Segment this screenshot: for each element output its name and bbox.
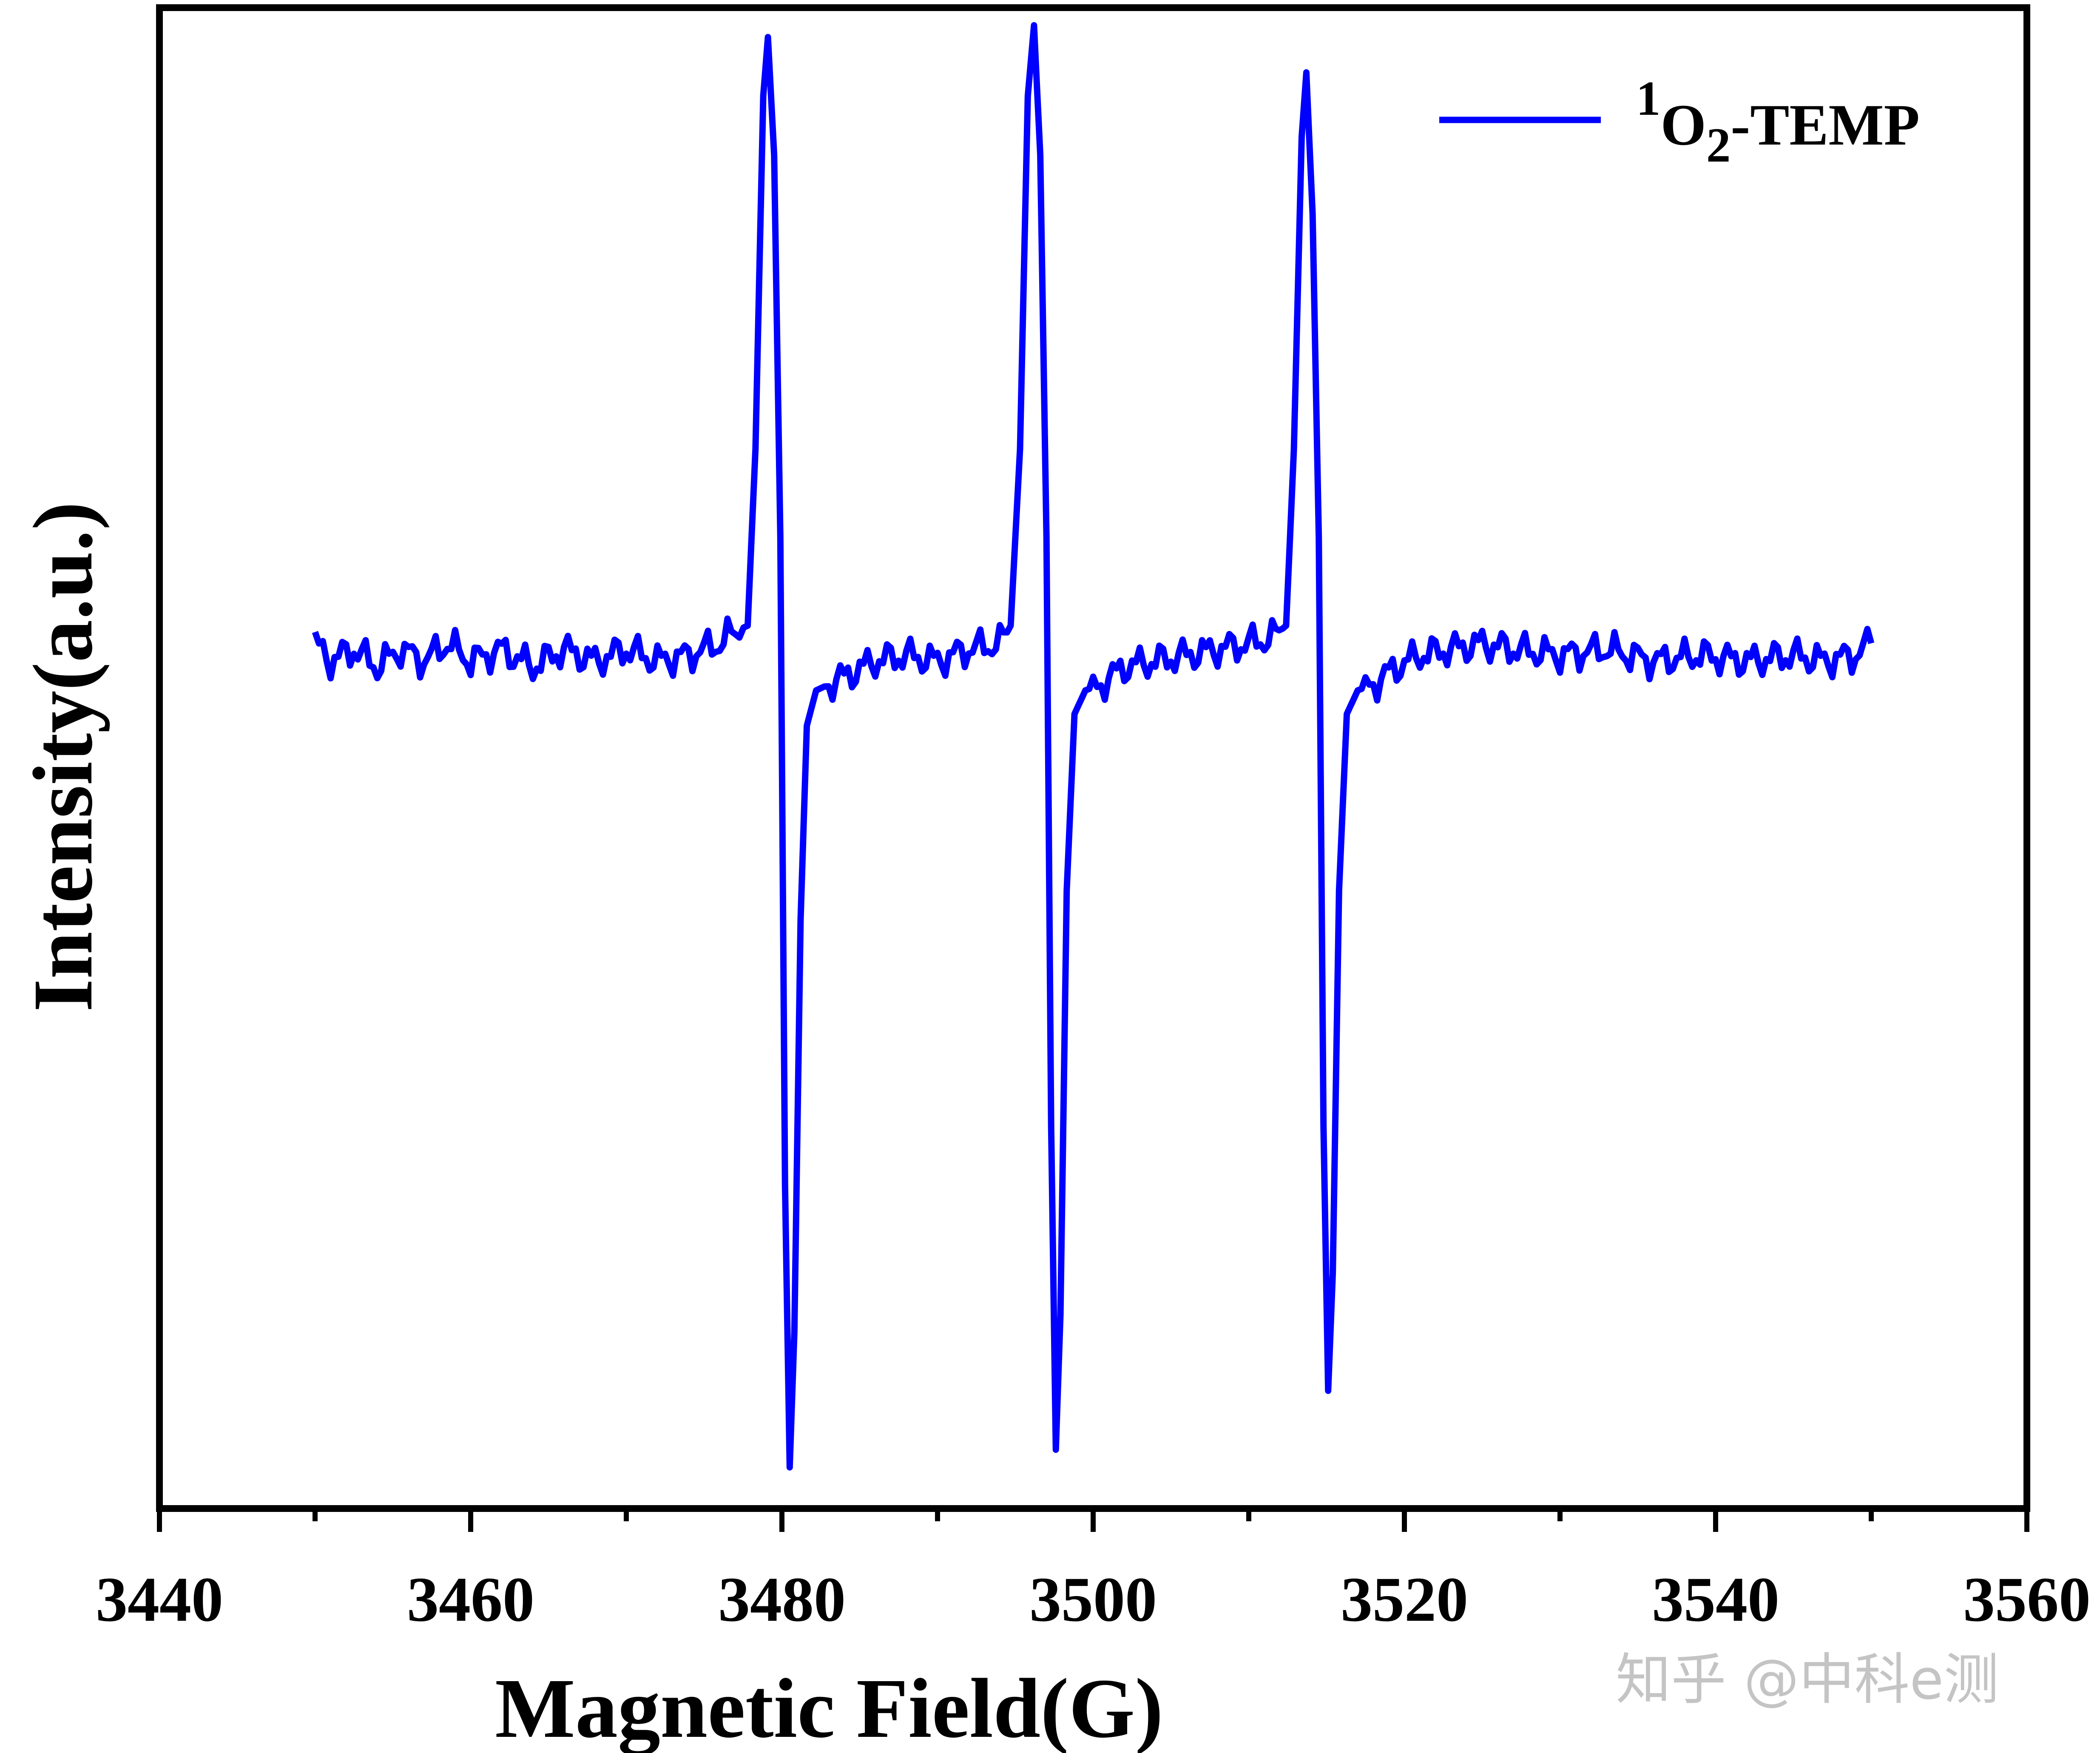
series-line-1o2-temp	[312, 22, 1875, 1471]
y-axis-title: Intensity(a.u.)	[16, 502, 110, 1012]
watermark: 知乎 @中科e测	[1616, 1647, 1999, 1712]
x-tick-label: 3500	[1029, 1564, 1157, 1635]
x-tick-label: 3520	[1341, 1564, 1468, 1635]
legend-base: O	[1661, 92, 1706, 157]
legend-label: 1O2-TEMP	[1636, 71, 1920, 172]
x-axis-ticks	[157, 1509, 2029, 1532]
x-tick-label: 3460	[407, 1564, 534, 1635]
legend-suffix: -TEMP	[1731, 92, 1920, 157]
x-tick-label: 3560	[1963, 1564, 2091, 1635]
x-tick-label: 3440	[96, 1564, 223, 1635]
x-tick-label: 3480	[718, 1564, 846, 1635]
x-axis-tick-labels: 3440 3460 3480 3500 3520 3540 3560	[96, 1564, 2091, 1635]
legend-subscript: 2	[1706, 118, 1731, 172]
plot-frame	[156, 4, 2030, 1512]
x-axis-title: Magnetic Field(G)	[495, 1662, 1163, 1753]
legend-superscript: 1	[1636, 71, 1661, 125]
legend: 1O2-TEMP	[1439, 71, 1920, 172]
x-tick-label: 3540	[1652, 1564, 1779, 1635]
